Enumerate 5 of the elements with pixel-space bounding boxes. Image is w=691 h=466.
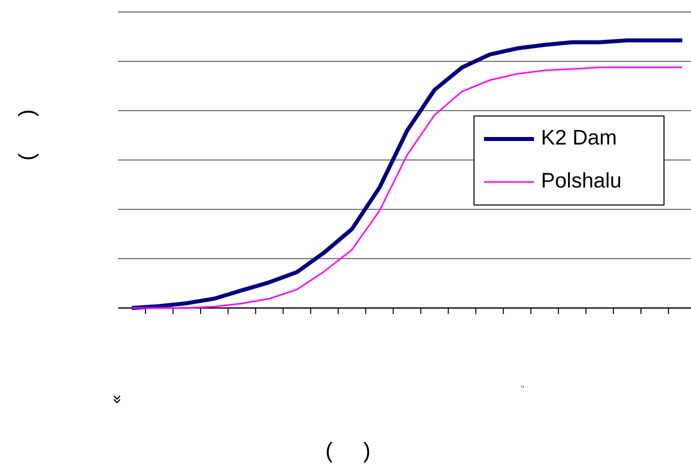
legend-label: Polshalu: [541, 170, 622, 193]
y-axis-title: ( ): [14, 109, 39, 161]
legend-label: K2 Dam: [541, 126, 617, 150]
text: ( ): [325, 438, 371, 463]
text: ": [521, 384, 524, 394]
